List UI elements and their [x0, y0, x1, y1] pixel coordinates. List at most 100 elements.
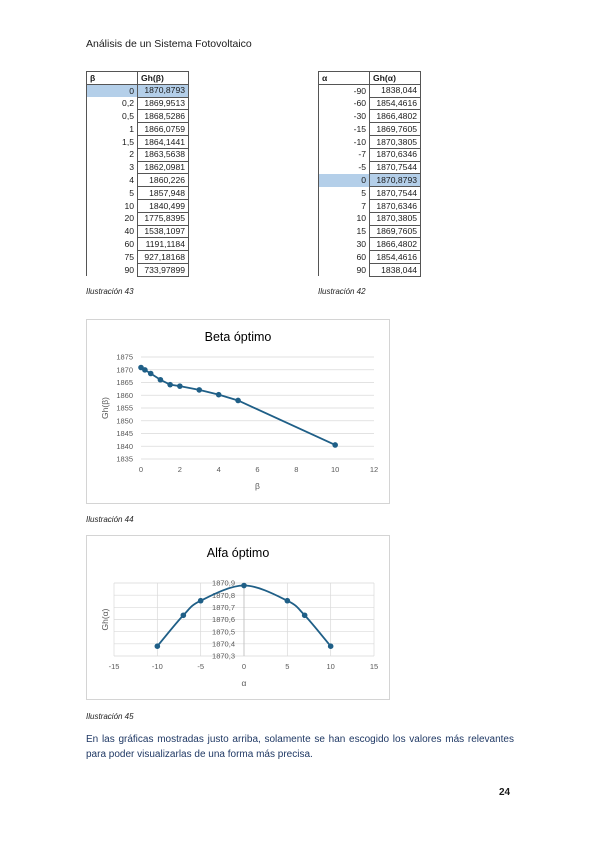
beta-table-cell: 1,5 — [86, 135, 138, 149]
beta-table-header-cell: β — [86, 71, 138, 85]
beta-table-cell: 10 — [86, 199, 138, 213]
x-tick-label: -5 — [197, 662, 204, 671]
y-tick-label: 1850 — [116, 416, 133, 425]
beta-table-cell: 60 — [86, 237, 138, 251]
caption-ilustracion-43: Ilustración 43 — [86, 287, 134, 296]
data-point — [215, 391, 222, 398]
alpha-table-cell: 1870,3805 — [369, 134, 421, 149]
beta-table-cell: 0,2 — [86, 97, 138, 110]
data-point — [197, 597, 204, 604]
beta-table-cell: 1869,9513 — [137, 96, 189, 111]
alpha-table-cell: -10 — [318, 135, 370, 149]
x-tick-label: 12 — [370, 465, 378, 474]
y-tick-label: 1865 — [116, 378, 133, 387]
alpha-table-cell: -60 — [318, 97, 370, 110]
y-tick-label: 1845 — [116, 429, 133, 438]
alpha-table-cell: 1866,4802 — [369, 237, 421, 252]
page-number: 24 — [499, 787, 511, 798]
data-point — [167, 381, 173, 388]
beta-table-cell: 1 — [86, 122, 138, 136]
beta-table-row: 75 927,18168 — [86, 250, 189, 264]
beta-table-header-cell: Gh(β) — [137, 71, 189, 85]
x-tick-label: 10 — [326, 662, 334, 671]
alpha-table-cell: 60 — [318, 250, 370, 264]
beta-table-cell: 1857,948 — [137, 186, 189, 200]
beta-table-row: 10 1840,499 — [86, 198, 189, 213]
y-tick-label: 1835 — [116, 455, 133, 464]
x-axis-title: α — [242, 678, 247, 688]
alpha-table-row: 15 1869,7605 — [318, 224, 421, 239]
x-tick-label: 15 — [370, 662, 378, 671]
beta-table-row: 1,5 1864,1441 — [86, 134, 189, 149]
data-point — [180, 612, 187, 619]
beta-table-cell: 0 — [86, 84, 138, 98]
x-tick-label: 0 — [139, 465, 143, 474]
alpha-table-cell: 1870,6346 — [369, 147, 421, 162]
y-tick-label: 1870,3 — [212, 652, 235, 661]
beta-table-cell: 40 — [86, 225, 138, 238]
alpha-table-cell: -30 — [318, 109, 370, 123]
data-point — [154, 643, 161, 650]
beta-table-row: 0 1870,8793 — [86, 83, 189, 98]
alpha-table-row: 10 1870,3805 — [318, 211, 421, 226]
alpha-table-row: -60 1854,4616 — [318, 96, 421, 111]
x-tick-label: -10 — [152, 662, 163, 671]
alpha-table-cell: 1870,7544 — [369, 160, 421, 175]
body-paragraph: En las gráficas mostradas justo arriba, … — [86, 734, 514, 760]
data-point — [332, 442, 338, 448]
beta-table-cell: 4 — [86, 173, 138, 187]
data-point — [301, 612, 308, 619]
beta-table-row: 0,2 1869,9513 — [86, 96, 189, 111]
alpha-table-row: -10 1870,3805 — [318, 134, 421, 149]
data-point — [327, 643, 334, 650]
alpha-table-cell: 1870,3805 — [369, 211, 421, 226]
y-tick-label: 1870,7 — [212, 603, 235, 612]
beta-table-cell: 0,5 — [86, 109, 138, 123]
alpha-table-cell: 1838,044 — [369, 83, 421, 98]
beta-table-cell: 1860,226 — [137, 173, 189, 188]
alpha-table-cell: 1870,8793 — [369, 173, 421, 188]
alpha-table-cell: 90 — [318, 263, 370, 277]
chart-title: Beta óptimo — [205, 330, 272, 344]
beta-table-row: 40 1538,1097 — [86, 224, 189, 239]
beta-table-row: 5 1857,948 — [86, 186, 189, 200]
y-tick-label: 1870,9 — [212, 579, 235, 588]
beta-table-cell: 733,97899 — [137, 262, 189, 277]
x-tick-label: 8 — [294, 465, 298, 474]
alpha-table-row: -7 1870,6346 — [318, 147, 421, 162]
caption-ilustracion-44: Ilustración 44 — [86, 515, 134, 524]
caption-ilustracion-45: Ilustración 45 — [86, 712, 134, 721]
alpha-table-cell: -15 — [318, 122, 370, 136]
alpha-table-row: -30 1866,4802 — [318, 109, 421, 124]
alpha-table: α Gh(α) -90 1838,044 -60 1854,4616 -30 1866,480… — [318, 71, 421, 277]
beta-table-cell: 1870,8793 — [137, 83, 189, 98]
alpha-table-row: 7 1870,6346 — [318, 198, 421, 213]
beta-table: β Gh(β) 0 1870,8793 0,2 1869,9513 0,5 1868,5286… — [86, 71, 189, 277]
beta-table-cell: 2 — [86, 148, 138, 162]
data-point — [196, 387, 203, 393]
chart-title: Alfa óptimo — [207, 546, 270, 560]
beta-table-cell: 5 — [86, 186, 138, 200]
alpha-table-cell: 5 — [318, 186, 370, 200]
y-tick-label: 1860 — [116, 391, 133, 400]
x-tick-label: 0 — [242, 662, 246, 671]
y-axis-title: Gh(β) — [100, 397, 110, 419]
beta-table-cell: 1775,8395 — [137, 211, 189, 226]
alpha-table-cell: -7 — [318, 148, 370, 162]
alpha-table-row: -90 1838,044 — [318, 83, 421, 98]
alpha-table-row: 90 1838,044 — [318, 262, 421, 277]
alpha-table-row: -5 1870,7544 — [318, 160, 421, 175]
beta-table-row: 2 1863,5638 — [86, 147, 189, 162]
alpha-table-header-cell: α — [318, 71, 370, 85]
y-tick-label: 1870,8 — [212, 591, 235, 600]
data-point — [241, 582, 247, 589]
beta-table-cell: 927,18168 — [137, 250, 189, 264]
beta-table-row: 90 733,97899 — [86, 262, 189, 277]
beta-table-cell: 75 — [86, 250, 138, 264]
alpha-table-header-cell: Gh(α) — [369, 71, 421, 85]
alfa-optimo-chart: Alfa óptimo 1870,3 1870,4 1870,5 1870,6 1870,… — [100, 546, 378, 688]
beta-table-row: 60 1191,1184 — [86, 237, 189, 252]
beta-table-row: 3 1862,0981 — [86, 160, 189, 175]
document-header-title: Análisis de un Sistema Fotovoltaico — [86, 38, 252, 50]
caption-ilustracion-42: Ilustración 42 — [318, 287, 366, 296]
